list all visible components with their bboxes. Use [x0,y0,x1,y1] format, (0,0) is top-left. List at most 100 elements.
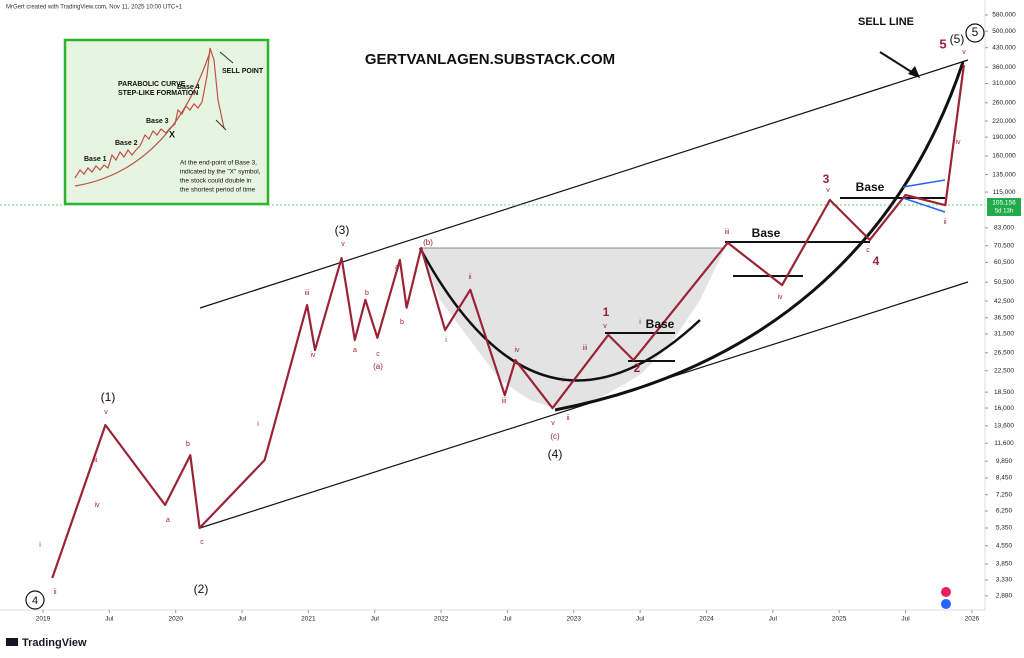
annotation: (5) [950,32,965,46]
y-tick-label: 7,250 [996,491,1013,498]
annotation: (2) [194,582,209,596]
countdown: 5d 13h [995,209,1013,215]
annotation: i [562,377,564,384]
annotation: i [257,421,259,428]
annotation: c [866,247,870,254]
annotation: v [603,323,607,330]
annotation: a [395,264,399,271]
y-tick-label: 11,600 [994,440,1014,447]
inset-text: indicated by the "X" symbol, [180,169,261,176]
annotation: c [376,351,380,358]
annotation: 1 [603,305,610,319]
y-tick-label: 22,500 [994,367,1014,374]
inset-arrow [219,51,234,64]
triangle-line [902,179,946,188]
annotation: 4 [873,254,880,268]
inset-text: PARABOLIC CURVE [118,81,186,88]
y-tick-label: 13,600 [994,423,1014,430]
y-tick-label: 31,500 [994,331,1014,338]
y-tick-label: 135,000 [992,171,1016,178]
annotation: iv [310,352,316,359]
y-tick-label: 500,000 [992,28,1016,35]
y-tick-label: 50,500 [994,279,1014,286]
y-tick-label: 3,330 [996,577,1013,584]
inset-text: Base 2 [115,140,138,147]
inset-text: the stock could double in [180,178,252,185]
x-tick-label: 2025 [832,616,847,623]
y-tick-label: 310,000 [992,80,1016,87]
y-tick-label: 580,000 [992,12,1016,19]
annotation: iv [94,502,100,509]
annotation: (4) [548,447,563,461]
x-tick-label: 2026 [965,616,980,623]
annotation: iii [305,290,310,297]
annotation: (3) [335,223,350,237]
inset-box [63,38,270,206]
annotation: iii [502,398,507,405]
x-tick-label: 2020 [168,616,183,623]
x-tick-label: Jul [105,616,114,623]
y-tick-label: 83,000 [994,225,1014,232]
annotation: ii [468,274,472,281]
annotation: SELL LINE [858,16,914,28]
x-tick-label: 2019 [36,616,51,623]
annotation: iv [777,294,783,301]
annotation: b [186,441,190,448]
y-tick-label: 260,000 [992,99,1016,106]
x-tick-label: Jul [901,616,910,623]
circle-marker [965,23,985,43]
y-tick-label: 115,000 [992,189,1015,196]
y-tick-label: 18,500 [994,389,1014,396]
y-tick-label: 160,000 [992,153,1016,160]
annotation: c [200,539,204,546]
channel-upper [199,59,969,309]
inset-curve [74,51,211,187]
x-tick-label: 2023 [567,616,582,623]
last-price-label: 105,156 [992,200,1016,207]
y-tick-label: 42,500 [994,298,1014,305]
y-tick-label: 36,500 [994,314,1014,321]
annotation: ii [53,589,57,596]
annotation: a [166,517,170,524]
footer: TradingView [22,637,87,649]
y-tick-label: 430,000 [992,44,1016,51]
sell-arrow-head [908,66,920,78]
parabolic-curve [554,61,965,412]
annotation: 2 [634,361,641,375]
y-tick-label: 60,500 [994,259,1014,266]
x-tick-label: Jul [238,616,247,623]
y-tick-label: 360,000 [992,64,1016,71]
y-tick-label: 190,000 [992,134,1016,141]
inset-steps [74,47,225,179]
x-tick-label: 2021 [301,616,316,623]
annotation: iii [93,457,98,464]
inset-text: SELL POINT [222,68,264,75]
icon [941,587,951,597]
inset-text: At the end-point of Base 3, [180,160,257,167]
y-tick-label: 6,250 [996,508,1013,515]
x-tick-label: 2024 [699,616,714,623]
inset-text: Base 1 [84,156,107,163]
annotation: iii [583,345,588,352]
annotation: iv [955,139,961,146]
annotation: Base [646,317,675,331]
x-tick-label: Jul [503,616,512,623]
y-tick-label: 26,500 [994,350,1014,357]
annotation: b [365,290,369,297]
y-tick-label: 16,000 [994,405,1014,412]
inset-text: Base 3 [146,118,169,125]
y-tick-label: 3,850 [996,561,1013,568]
annotation: 4 [32,595,38,607]
header: MrGert created with TradingView.com, Nov… [6,5,183,11]
annotation: Base [752,226,781,240]
footer-logo [6,638,18,646]
inset-arrow [215,119,227,131]
annotation: i [445,337,447,344]
annotation: iv [514,347,520,354]
annotation: (a) [373,362,383,371]
annotation: v [104,409,108,416]
annotation: i [639,319,641,326]
inset-text: the shortest period of time [180,187,256,194]
inset-text: STEP-LIKE FORMATION [118,90,198,97]
